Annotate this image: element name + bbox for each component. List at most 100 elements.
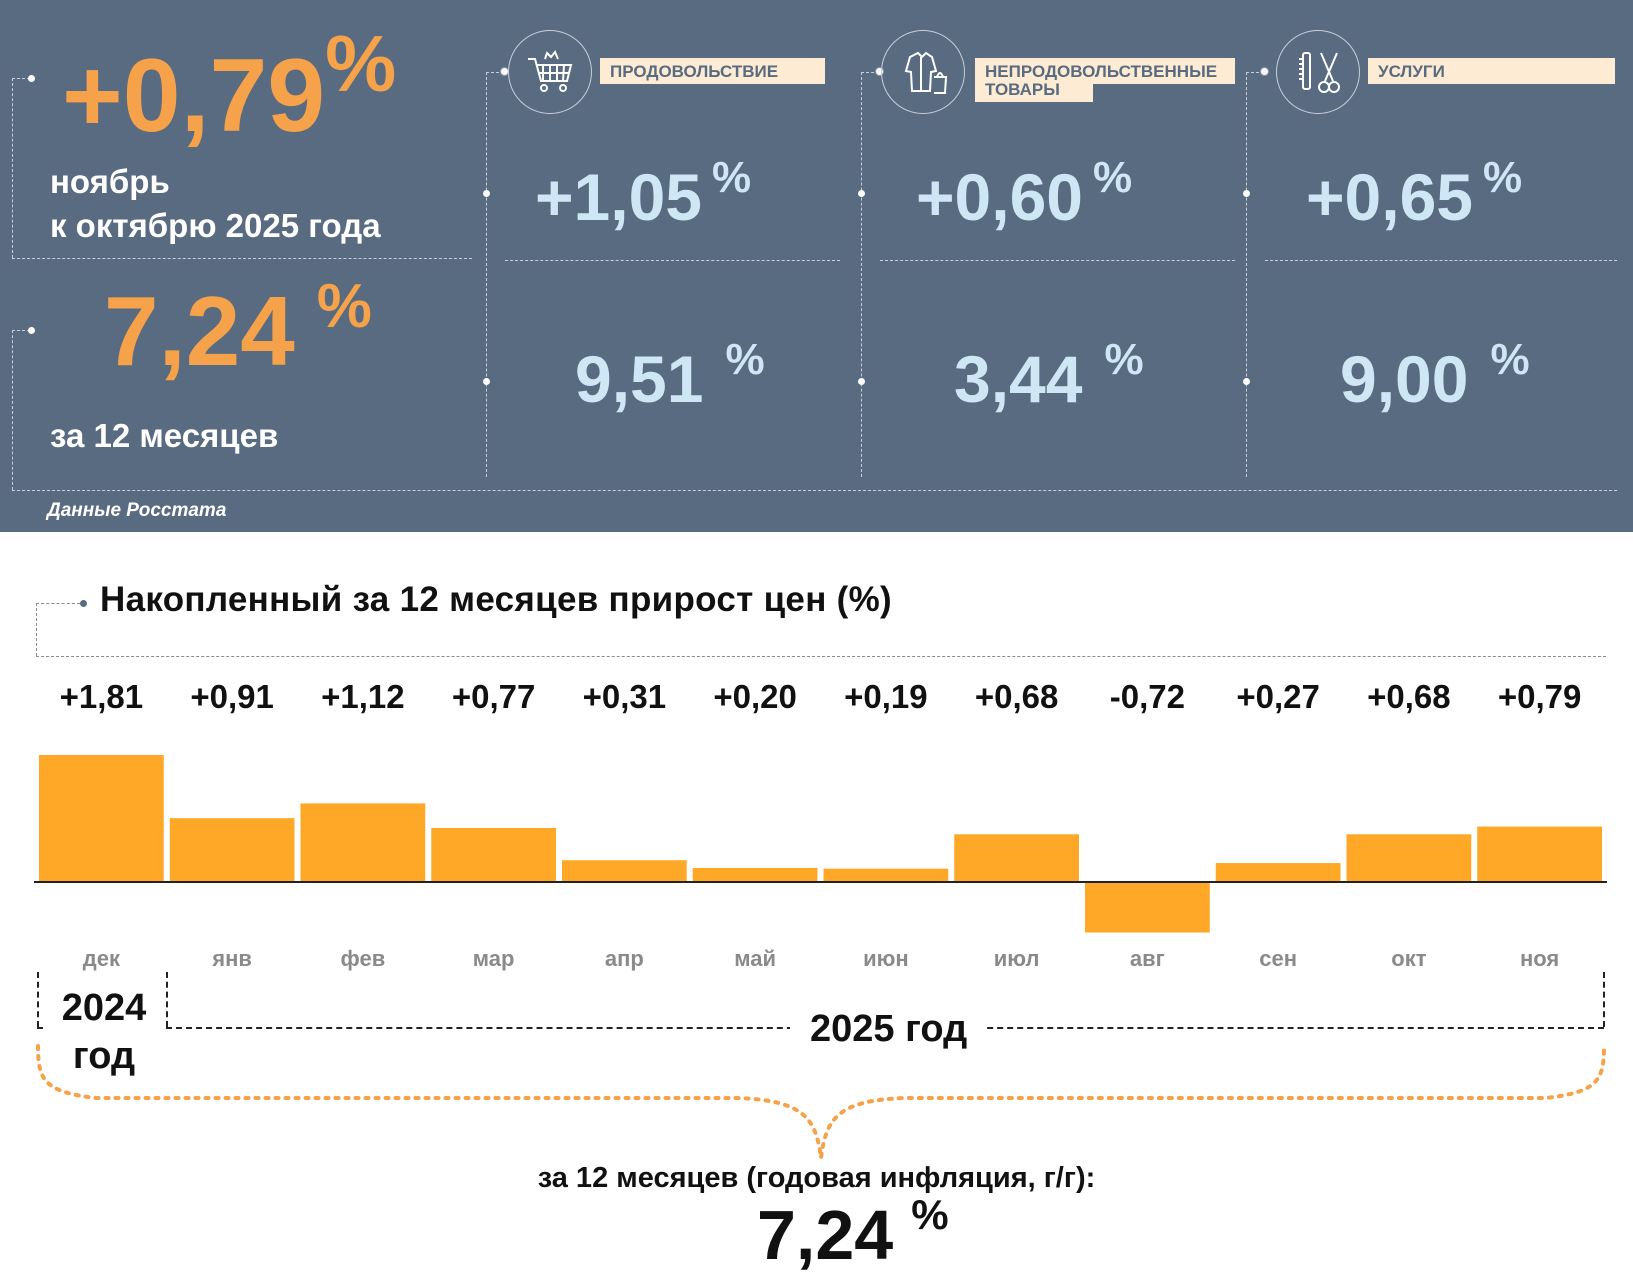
title-connector	[36, 603, 80, 604]
monthly-bar-chart: +1,81 дек +0,91 янв +1,12 фев +0,77 мар +0,31 апр…	[34, 678, 1607, 971]
bullet-dot	[1243, 190, 1250, 197]
value-unit: %	[712, 153, 752, 202]
summary-annual-value: 7,24%	[757, 1194, 949, 1271]
value-unit: %	[1093, 153, 1133, 202]
data-label: +0,79	[1498, 678, 1582, 715]
bar-апр	[562, 860, 687, 882]
monthly-inflation-value: +0,79%	[62, 24, 396, 149]
services-annual-value: 9,00%	[1340, 338, 1530, 413]
row-divider	[880, 260, 1235, 261]
column-divider	[486, 72, 487, 477]
column-connector	[1246, 72, 1264, 73]
year-2024-number: 2024	[44, 984, 164, 1032]
month-tick-label: ноя	[1520, 946, 1559, 971]
food-monthly-value: +1,05%	[535, 156, 751, 231]
bar-июл	[954, 834, 1079, 882]
bar-фев	[300, 803, 426, 882]
nonfood-monthly-value: +0,60%	[916, 156, 1132, 231]
nonfood-annual-value: 3,44%	[954, 338, 1144, 413]
bar-июн	[823, 868, 949, 882]
services-monthly-value: +0,65%	[1306, 156, 1522, 231]
value-number: 9,00	[1340, 342, 1469, 416]
bullet-dot	[858, 190, 865, 197]
value-number: +0,65	[1306, 160, 1473, 234]
left-bracket	[12, 78, 13, 258]
data-label: +0,27	[1236, 678, 1320, 715]
data-label: +0,68	[975, 678, 1059, 715]
year-bracket-left	[37, 972, 39, 1027]
bar-окт	[1346, 834, 1472, 882]
bar-ноя	[1477, 826, 1602, 882]
left-bracket-2-top	[12, 330, 30, 331]
year-2025-label: 2025 год	[790, 1005, 988, 1053]
left-bracket-top	[12, 78, 30, 79]
data-source: Данные Росстата	[47, 500, 227, 521]
food-annual-value: 9,51%	[575, 338, 765, 413]
month-tick-label: янв	[211, 946, 252, 971]
month-tick-label: авг	[1130, 946, 1165, 971]
year-2024-label: 2024 год	[44, 984, 164, 1080]
annual-value-number: 7,24	[104, 276, 295, 386]
annual-inflation-value: 7,24%	[104, 276, 372, 381]
title-bracket	[36, 603, 37, 656]
row-divider	[1265, 260, 1617, 261]
year-bracket-right	[1603, 972, 1605, 1027]
annual-caption: за 12 месяцев	[50, 417, 279, 454]
monthly-value-unit: %	[325, 19, 397, 108]
bar-май	[692, 867, 818, 882]
bullet-dot	[28, 75, 35, 82]
data-label: +1,81	[60, 678, 144, 715]
month-tick-label: июл	[994, 946, 1040, 971]
bullet-dot	[1243, 378, 1250, 385]
bar-янв	[169, 818, 295, 882]
data-label: +0,91	[190, 678, 274, 715]
value-number: +0,60	[916, 160, 1083, 234]
bar-дек	[39, 755, 164, 882]
year-separator	[166, 972, 168, 1027]
title-underline	[36, 656, 1606, 657]
comb-scissors-icon	[1276, 30, 1360, 114]
row-divider-1	[12, 258, 472, 259]
column-divider	[861, 72, 862, 477]
bullet-dot	[858, 378, 865, 385]
bar-авг	[1085, 882, 1210, 933]
category-label-text: ТОВАРЫ	[985, 80, 1060, 99]
month-tick-label: окт	[1391, 946, 1426, 971]
month-tick-label: апр	[605, 946, 644, 971]
value-number: 3,44	[954, 342, 1083, 416]
value-number: 9,51	[575, 342, 704, 416]
summary-caption: за 12 месяцев (годовая инфляция, г/г):	[537, 1162, 1096, 1194]
data-label: +0,77	[452, 678, 536, 715]
bullet-dot	[483, 190, 490, 197]
column-connector	[861, 72, 879, 73]
data-label: +0,68	[1367, 678, 1451, 715]
column-connector	[486, 72, 504, 73]
category-label-text: НЕПРОДОВОЛЬСТВЕННЫЕ	[985, 62, 1218, 81]
month-tick-label: июн	[863, 946, 909, 971]
bar-сен	[1215, 863, 1341, 882]
summary-panel: +0,79% ноябрь к октябрю 2025 года 7,24% …	[0, 0, 1633, 532]
value-unit: %	[1104, 335, 1144, 384]
bar-мар	[431, 827, 556, 882]
month-tick-label: сен	[1259, 946, 1297, 971]
shopping-cart-icon	[508, 30, 592, 114]
month-tick-label: фев	[341, 946, 386, 971]
value-unit: %	[1483, 153, 1523, 202]
data-label: +1,12	[321, 678, 405, 715]
data-label: +0,20	[713, 678, 797, 715]
value-unit: %	[725, 335, 765, 384]
summary-value-number: 7,24	[757, 1196, 894, 1274]
bottom-divider	[12, 490, 1617, 491]
bullet-dot	[1260, 67, 1269, 76]
clothing-bag-icon	[881, 30, 965, 114]
value-number: +1,05	[535, 160, 702, 234]
data-label: -0,72	[1110, 678, 1185, 715]
category-label-food: ПРОДОВОЛЬСТВИЕ	[600, 58, 825, 84]
chart-title: Накопленный за 12 месяцев прирост цен (%…	[100, 580, 892, 619]
category-label-text: ПРОДОВОЛЬСТВИЕ	[610, 62, 779, 81]
year-2024-word: год	[72, 1035, 136, 1077]
month-tick-label: май	[734, 946, 776, 971]
row-divider	[505, 260, 840, 261]
category-label-nonfood: НЕПРОДОВОЛЬСТВЕННЫЕ	[975, 58, 1235, 84]
category-label-text: УСЛУГИ	[1378, 62, 1445, 81]
